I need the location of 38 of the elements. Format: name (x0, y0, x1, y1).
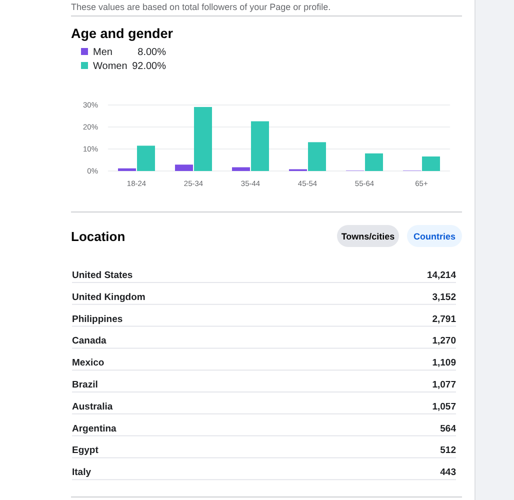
text: 92.00% (132, 61, 166, 72)
category-label: Philippines (72, 314, 123, 325)
toggle-button: Countries (407, 225, 462, 247)
bar (137, 146, 155, 171)
legend-label: Men (93, 47, 112, 58)
bar (175, 164, 193, 171)
category-label: United Kingdom (72, 292, 146, 303)
category-label: Australia (72, 401, 114, 412)
text: 2,791 (432, 314, 456, 325)
bar (365, 153, 383, 171)
bar (232, 167, 250, 171)
bar (422, 156, 440, 171)
toggle-button: Towns/cities (337, 225, 399, 247)
bar (251, 121, 269, 171)
bar (194, 106, 212, 171)
chart-title: Age and gender (71, 26, 174, 41)
chart-subtitle: These values are based on total followers of your Page or profile. (71, 2, 331, 12)
category-label: Egypt (72, 445, 100, 456)
text: 512 (440, 445, 456, 456)
category-label: Brazil (72, 380, 98, 390)
text: 1,270 (432, 336, 456, 347)
text: 14,214 (426, 270, 456, 281)
text: 3,152 (432, 292, 456, 303)
category-label: Italy (72, 467, 92, 478)
category-label: Mexico (72, 358, 104, 369)
category-label: Canada (72, 336, 108, 347)
text: Location (71, 229, 126, 244)
text: 1,109 (432, 358, 456, 369)
text: 1,057 (432, 401, 456, 412)
bar (118, 168, 136, 171)
text: 564 (440, 423, 456, 434)
text: 8.00% (138, 47, 166, 58)
bar (308, 142, 326, 171)
category-label: Argentina (72, 423, 118, 434)
text: 1,077 (432, 380, 456, 390)
category-label: United States (72, 270, 133, 281)
legend-label: Women (93, 61, 128, 72)
text: 443 (440, 467, 456, 478)
